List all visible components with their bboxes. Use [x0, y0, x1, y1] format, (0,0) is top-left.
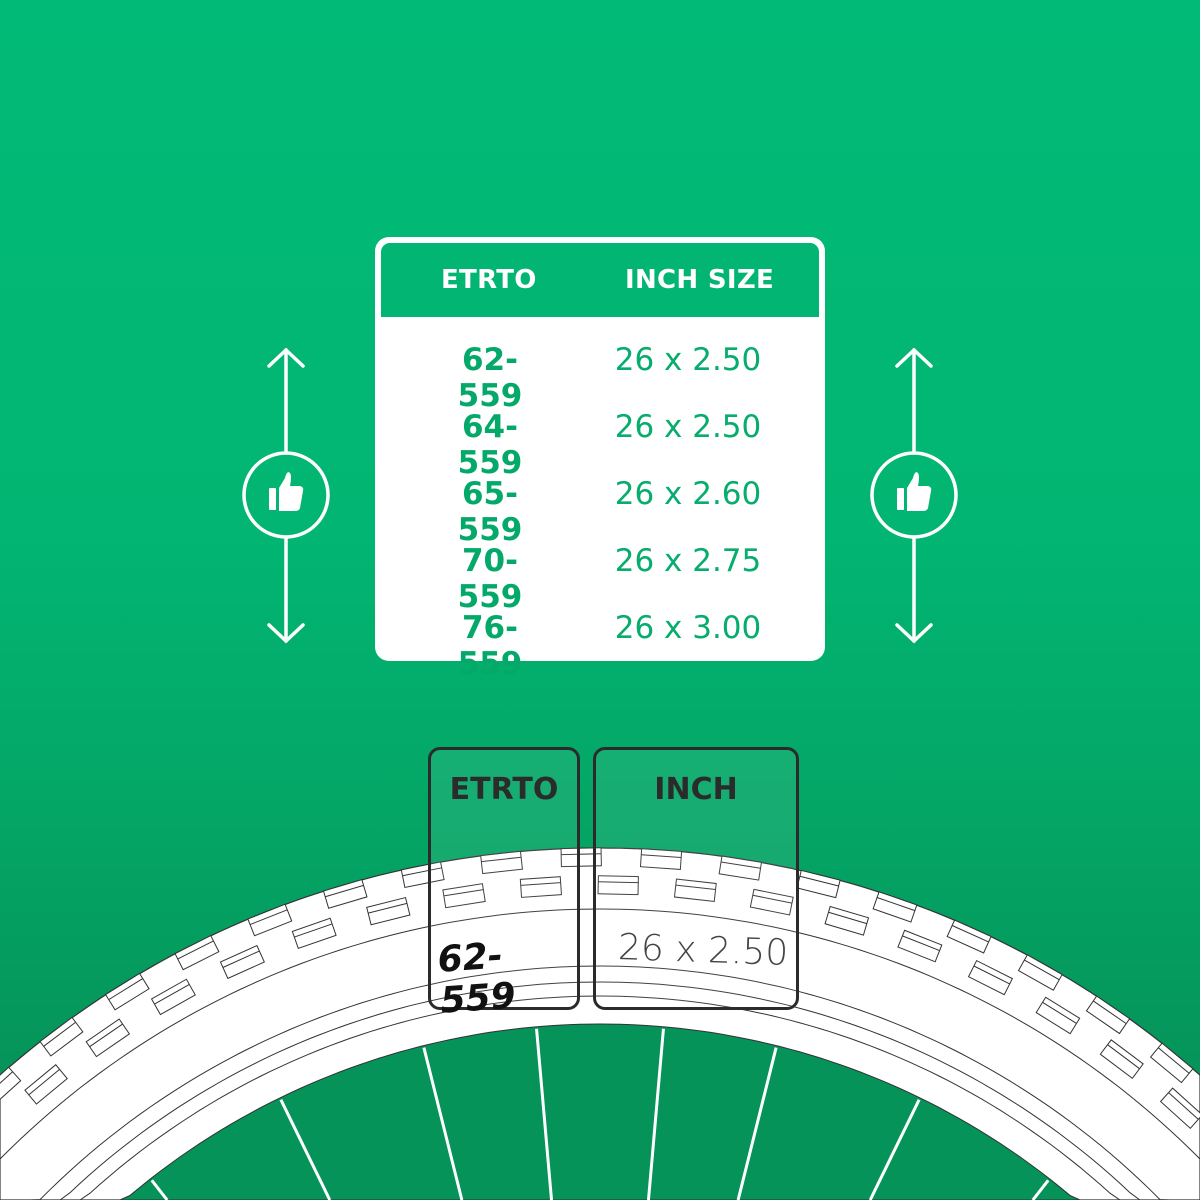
rim	[0, 1023, 1200, 1200]
tread-block	[24, 1064, 68, 1105]
etrto-cell: 65-559	[457, 476, 523, 548]
inch-sidewall-value: 26 x 2.50	[617, 927, 789, 974]
tread-block	[597, 875, 639, 896]
table-row: 76-559 26 x 3.00	[375, 610, 825, 682]
tread-block	[366, 896, 411, 926]
spoke	[422, 1047, 464, 1200]
tread-block	[967, 959, 1014, 996]
tread-blocks	[0, 847, 1200, 1129]
tread-block	[946, 919, 992, 954]
tread-block	[639, 848, 683, 870]
tread-base-line	[0, 908, 1200, 1160]
tread-block	[749, 888, 794, 916]
table-row: 62-559 26 x 2.50	[375, 342, 825, 414]
tread-block	[39, 1016, 84, 1057]
tread-block	[1085, 995, 1131, 1035]
left-double-arrow	[242, 347, 330, 644]
tread-block	[0, 1066, 22, 1109]
header-inch-size: INCH SIZE	[625, 265, 775, 295]
header-etrto: ETRTO	[441, 265, 537, 295]
tread-block	[1099, 1039, 1144, 1079]
tread-block	[85, 1018, 131, 1058]
tread-block	[872, 891, 918, 923]
spoke	[736, 1047, 778, 1200]
tread-block	[442, 883, 486, 909]
tread-block	[291, 917, 337, 950]
spoke	[279, 1099, 332, 1200]
etrto-cell: 70-559	[457, 543, 523, 615]
tread-block	[400, 861, 445, 889]
tread-block	[104, 972, 150, 1011]
inch-callout: INCH 26 x 2.50	[593, 747, 799, 1010]
etrto-sidewall-value: 62-559	[436, 935, 518, 1022]
size-table: ETRTO INCH SIZE 62-559 26 x 2.50 64-559 26…	[375, 237, 825, 682]
thumbs-up-icon	[269, 472, 304, 511]
spoke	[535, 1028, 554, 1200]
spokes	[150, 1028, 1050, 1200]
table-row: 64-559 26 x 2.50	[375, 409, 825, 481]
tread-block	[219, 944, 265, 980]
tread-block	[718, 855, 763, 881]
spoke	[868, 1099, 921, 1200]
tread-block	[796, 869, 841, 899]
etrto-callout-title: ETRTO	[449, 772, 559, 807]
etrto-callout: ETRTO 62-559	[428, 747, 580, 1022]
table-row: 65-559 26 x 2.60	[375, 476, 825, 548]
table-header: ETRTO INCH SIZE	[381, 243, 819, 317]
inch-cell: 26 x 3.00	[614, 610, 762, 646]
inch-cell: 26 x 2.50	[614, 409, 762, 445]
tread-block	[824, 905, 870, 936]
inch-cell: 26 x 2.50	[614, 342, 762, 378]
tread-block	[1035, 996, 1081, 1035]
sidewall-line	[0, 965, 1200, 1200]
right-double-arrow	[870, 347, 958, 644]
tread-block	[1159, 1087, 1200, 1129]
table-row: 70-559 26 x 2.75	[375, 543, 825, 615]
tread-block	[322, 879, 368, 909]
tread-block	[1149, 1042, 1194, 1084]
etrto-cell: 76-559	[457, 610, 523, 682]
etrto-cell: 62-559	[457, 342, 523, 414]
etrto-cell: 64-559	[457, 409, 523, 481]
tread-block	[897, 929, 943, 963]
tread-block	[174, 934, 220, 971]
tread-block	[519, 876, 562, 898]
inch-callout-title: INCH	[654, 772, 738, 807]
tread-block	[150, 978, 196, 1016]
thumbs-up-icon	[897, 472, 932, 511]
inch-cell: 26 x 2.75	[614, 543, 762, 579]
spoke	[150, 1179, 169, 1200]
sidewall-line	[0, 981, 1200, 1200]
tread-block	[1017, 954, 1063, 991]
tread-block	[673, 878, 717, 902]
tread-block	[480, 850, 523, 875]
spoke	[1031, 1179, 1050, 1200]
spoke	[646, 1028, 665, 1200]
inch-cell: 26 x 2.60	[614, 476, 762, 512]
tread-block	[247, 903, 293, 937]
sidewall-line	[0, 995, 1200, 1200]
